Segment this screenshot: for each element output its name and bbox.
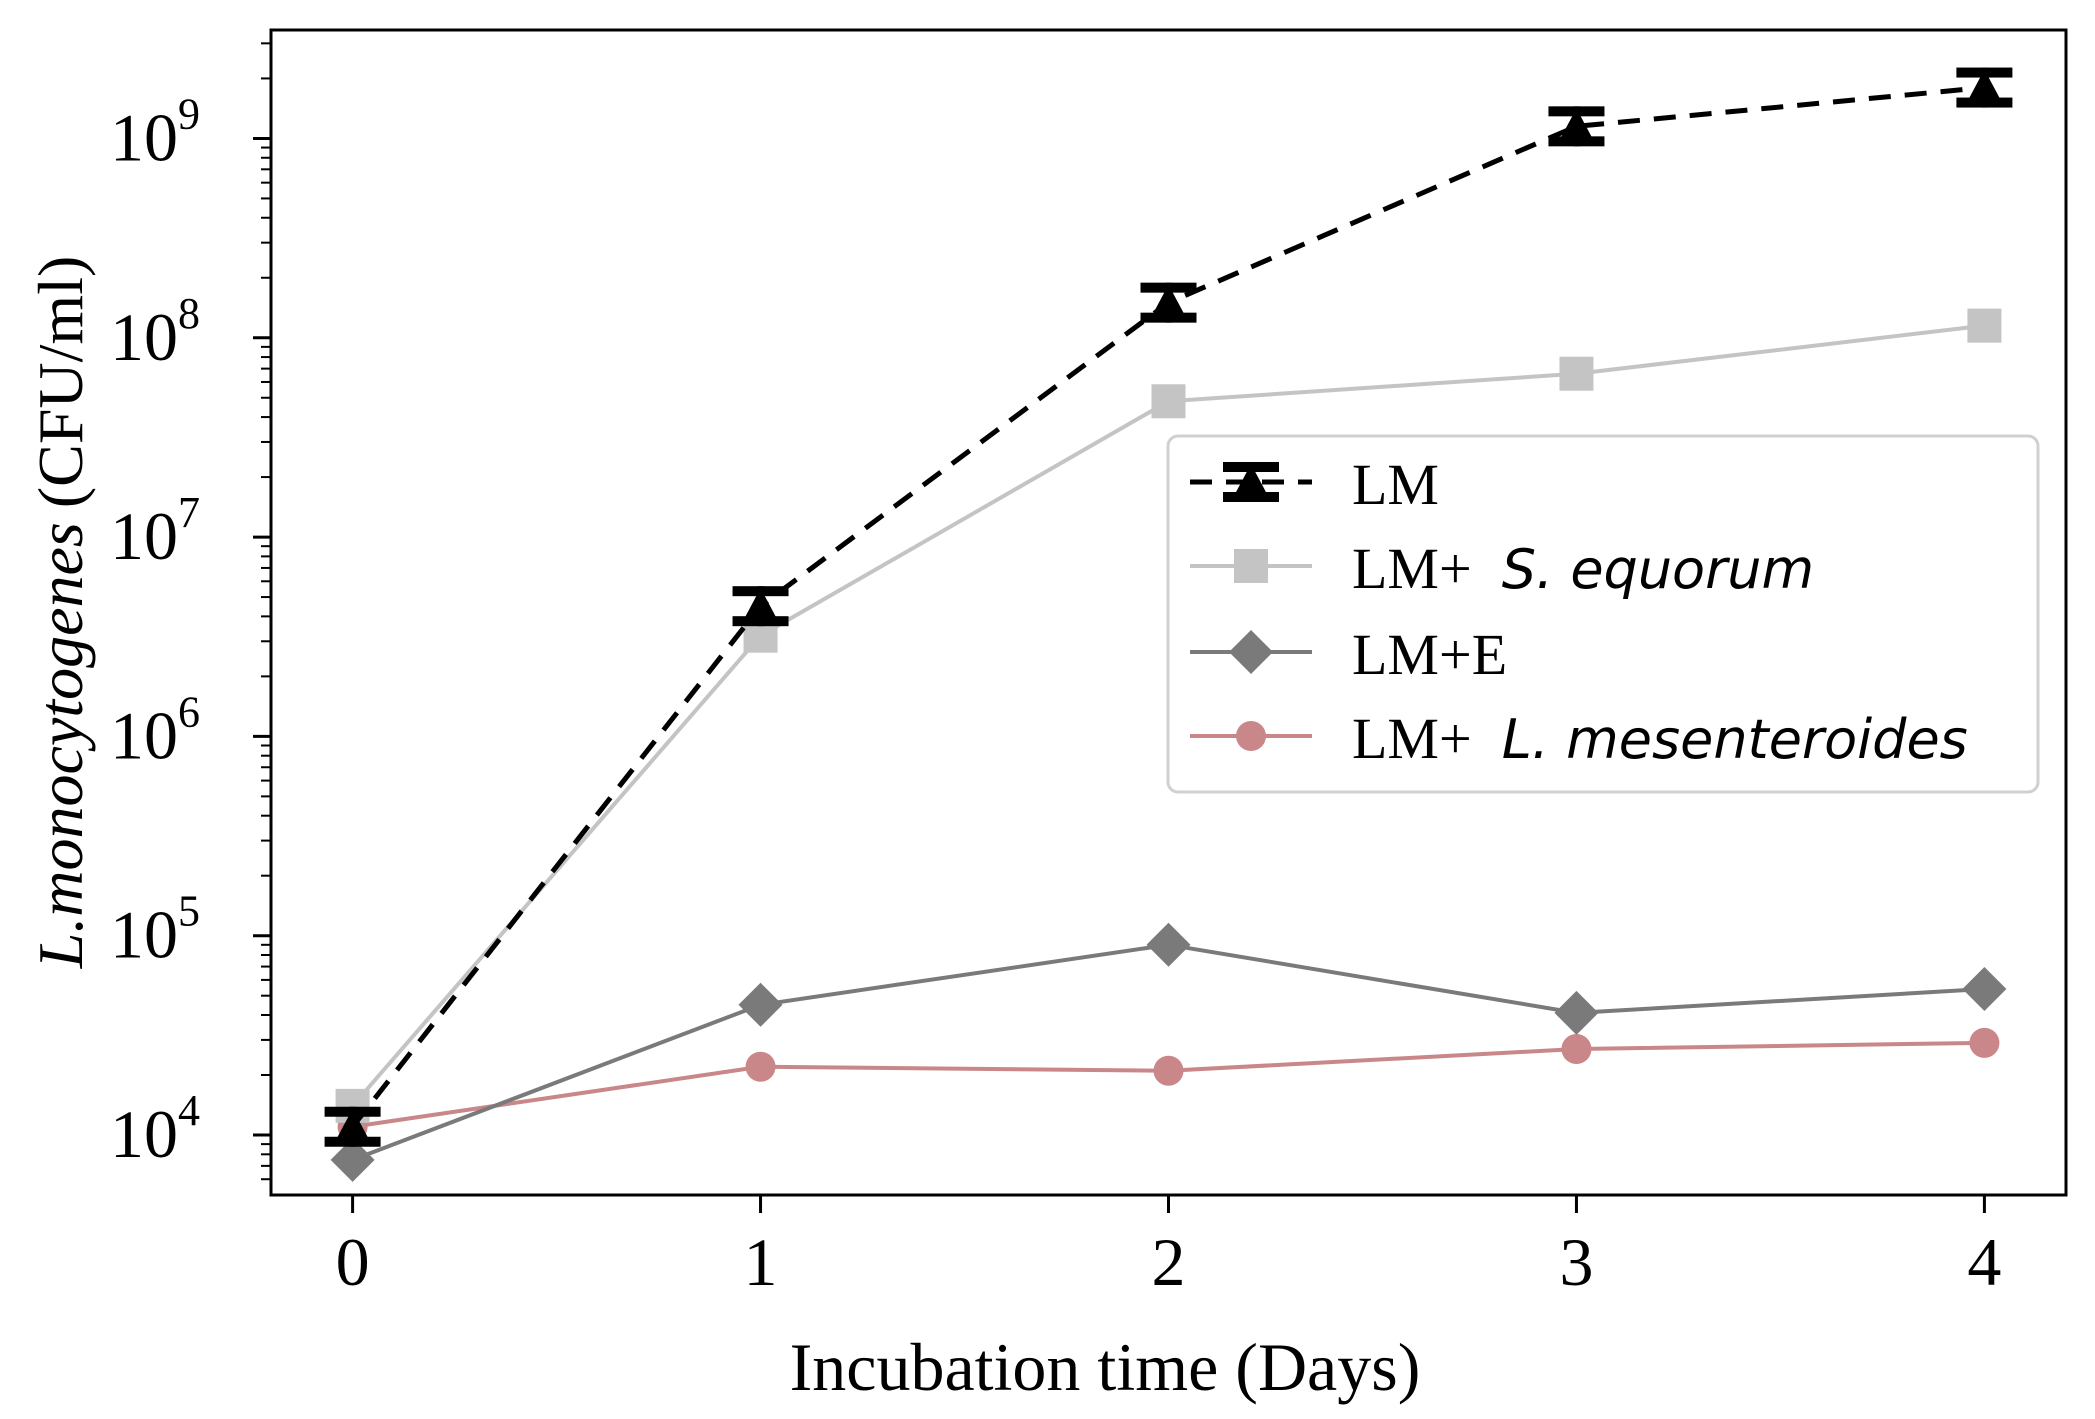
y-tick-label: 107 xyxy=(110,488,200,574)
y-axis-label-organism: L.monocytogenes xyxy=(25,522,96,969)
data-point xyxy=(1548,106,1605,147)
series-layer xyxy=(324,67,2013,1182)
x-axis-label: Incubation time (Days) xyxy=(790,1329,1421,1405)
y-tick-label: 105 xyxy=(110,887,200,973)
triangle-marker xyxy=(1560,108,1593,139)
y-axis-label-units: (CFU/ml) xyxy=(25,256,96,508)
x-tick-label: 0 xyxy=(336,1224,370,1300)
data-point xyxy=(1223,462,1279,502)
data-point xyxy=(732,586,789,627)
triangle-marker xyxy=(744,588,777,619)
y-axis-label: L.monocytogenes (CFU/ml) xyxy=(25,256,96,970)
triangle-marker xyxy=(1152,284,1185,315)
data-point xyxy=(1146,922,1191,967)
data-point xyxy=(1151,384,1186,419)
y-tick-label: 109 xyxy=(110,89,200,175)
y-tick-label: 104 xyxy=(110,1086,200,1172)
legend-label: LM+ L. mesenteroides xyxy=(1352,706,1968,771)
data-point xyxy=(324,1106,381,1147)
data-point xyxy=(1140,282,1197,323)
x-tick-label: 1 xyxy=(744,1224,778,1300)
series-lm xyxy=(324,67,2013,1147)
series-lm-e xyxy=(330,922,2007,1182)
x-tick-label: 3 xyxy=(1559,1224,1593,1300)
x-axis: 0 1 2 3 4 xyxy=(336,1195,2001,1300)
data-point xyxy=(1559,356,1594,391)
data-point xyxy=(1967,308,2002,343)
legend-item: LM+ S. equorum xyxy=(1190,536,1814,601)
legend-label: LM+ S. equorum xyxy=(1352,536,1814,601)
data-point xyxy=(745,1051,776,1082)
data-point xyxy=(1236,721,1266,751)
legend-item: LM+ L. mesenteroides xyxy=(1190,706,1968,771)
y-tick-label: 108 xyxy=(110,289,200,375)
triangle-marker xyxy=(336,1108,369,1139)
x-tick-label: 2 xyxy=(1152,1224,1186,1300)
data-point xyxy=(1554,990,1599,1035)
data-point xyxy=(1956,67,2013,108)
data-point xyxy=(1561,1034,1592,1065)
y-axis: 104 105 106 107 108 109 xyxy=(110,42,271,1181)
legend-label: LM xyxy=(1352,452,1439,517)
data-point xyxy=(1969,1027,2000,1058)
triangle-marker xyxy=(1235,464,1267,494)
x-tick-label: 4 xyxy=(1967,1224,2001,1300)
data-point xyxy=(1229,630,1273,674)
data-point xyxy=(330,1137,375,1182)
legend-item: LM+E xyxy=(1190,622,1507,687)
legend-box xyxy=(1166,434,2040,794)
legend-item: LM xyxy=(1190,452,1439,517)
data-point xyxy=(1153,1055,1184,1086)
data-point xyxy=(1234,549,1268,583)
series-lm-l-mesenteroides xyxy=(337,1027,2000,1142)
data-point xyxy=(1962,967,2007,1012)
legend-label: LM+E xyxy=(1352,622,1507,687)
triangle-marker xyxy=(1968,69,2001,100)
legend: LM LM+ S. equorum LM+E LM+ L. mesenteroides xyxy=(1166,434,2040,794)
y-tick-label: 106 xyxy=(110,687,200,773)
data-point xyxy=(738,982,783,1027)
